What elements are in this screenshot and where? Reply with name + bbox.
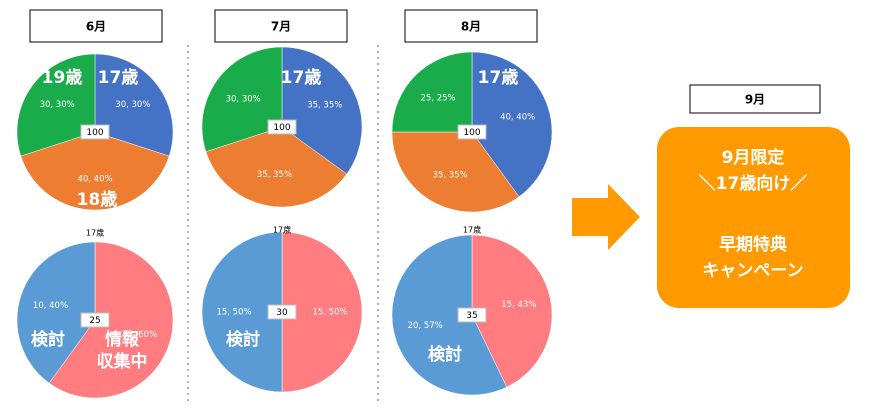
slice-annotation: 17歳 — [98, 67, 139, 88]
pie-slice — [391, 131, 520, 213]
promo-line: 早期特典 — [719, 234, 787, 255]
slice-annotation: 17歳 — [281, 67, 322, 88]
pie-slice — [391, 234, 508, 396]
slice-annotation: 検討 — [31, 329, 65, 350]
pie-slice — [48, 241, 174, 399]
value-label: 15, 50% — [312, 308, 347, 318]
total-box — [457, 307, 487, 323]
promo-line: 9月限定 — [722, 147, 785, 168]
value-label: 20, 57% — [408, 321, 443, 331]
total-box — [80, 124, 110, 140]
slice-annotation: 情報収集中 — [97, 329, 148, 372]
slice-annotation: 17歳 — [478, 67, 519, 88]
pie-slice — [16, 53, 96, 157]
pie-slice — [281, 46, 363, 175]
slice-annotation: 検討 — [428, 344, 462, 365]
value-label: 15, 50% — [216, 308, 251, 318]
chart-title: 17歳 — [86, 228, 104, 238]
promo-line: ＼17歳向け／ — [699, 173, 808, 194]
pie-slice — [16, 241, 96, 384]
month-box — [29, 9, 163, 43]
value-label: 35, 35% — [433, 170, 468, 180]
slice-annotation: 18歳 — [77, 189, 118, 210]
promo-box — [657, 127, 850, 308]
total-box — [267, 119, 297, 135]
month-label: 9月 — [745, 93, 765, 107]
month-label: 7月 — [271, 20, 291, 34]
pie-slice — [94, 53, 174, 157]
value-label: 35, 35% — [307, 101, 342, 111]
total-label: 25 — [89, 316, 100, 326]
value-label: 15, 43% — [501, 300, 536, 310]
total-box — [267, 304, 297, 320]
pie-slice — [201, 231, 283, 393]
month-label: 8月 — [461, 20, 481, 34]
pie-slice — [391, 51, 473, 133]
value-label: 30, 30% — [115, 100, 150, 110]
pie-slice — [471, 51, 553, 198]
total-label: 100 — [463, 128, 480, 138]
total-label: 35 — [466, 311, 477, 321]
month-box — [404, 9, 538, 43]
value-label: 40, 40% — [77, 174, 112, 184]
value-label: 35, 35% — [257, 170, 292, 180]
value-label: 10, 40% — [33, 301, 68, 311]
promo-line: キャンペーン — [702, 261, 803, 281]
pie-slice — [201, 46, 283, 153]
total-label: 100 — [273, 123, 290, 133]
value-label: 30, 30% — [226, 94, 261, 104]
value-label: 25, 25% — [420, 94, 455, 104]
chart-title: 17歳 — [273, 225, 291, 235]
pie-slice — [281, 231, 363, 393]
value-label: 30, 30% — [40, 100, 75, 110]
total-label: 30 — [276, 308, 288, 318]
pie-slice — [205, 126, 348, 208]
total-label: 100 — [86, 128, 103, 138]
pie-slice — [471, 234, 553, 388]
value-label: 40, 40% — [500, 113, 535, 123]
total-box — [457, 124, 487, 140]
slice-annotation: 19歳 — [42, 67, 83, 88]
month-box — [689, 84, 821, 114]
pie-slice — [20, 131, 170, 211]
slice-annotation: 検討 — [226, 329, 260, 350]
chart-title: 17歳 — [463, 225, 481, 235]
month-label: 6月 — [86, 20, 106, 34]
total-box — [80, 312, 110, 328]
value-label: 15, 60% — [122, 330, 157, 340]
arrow — [572, 184, 640, 250]
month-box — [214, 9, 348, 43]
